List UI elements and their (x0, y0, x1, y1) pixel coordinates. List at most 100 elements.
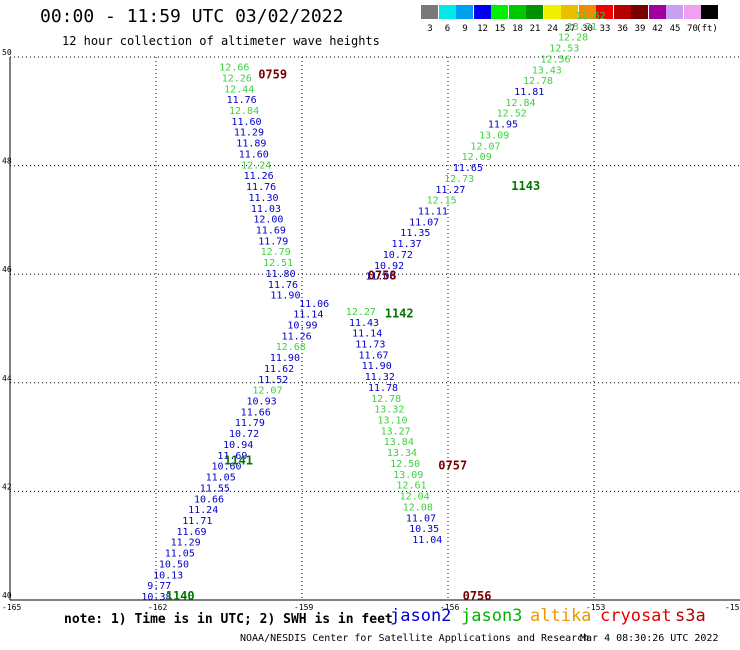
swh-value: 11.78 (368, 383, 398, 394)
lat-tick-label: 42 (2, 482, 12, 491)
legend-swatch (666, 5, 683, 19)
swh-value: 11.07 (406, 513, 436, 524)
legend-label: 9 (462, 24, 468, 34)
lat-tick-label: 40 (2, 591, 12, 600)
swh-value: 12.09 (462, 152, 492, 163)
legend-label: 12 (477, 24, 488, 34)
pass-time-label: 1143 (511, 179, 540, 193)
legend-label: 70 (687, 24, 698, 34)
swh-value: 11.27 (435, 185, 465, 196)
swh-value: 12.53 (549, 44, 579, 55)
swh-value: 11.66 (241, 407, 271, 418)
swh-value: 13.10 (377, 416, 407, 427)
swh-value: 11.76 (246, 182, 276, 193)
swh-value: 10.35 (409, 524, 439, 535)
swh-value: 11.07 (409, 217, 439, 228)
swh-value: 12.61 (396, 481, 426, 492)
swh-value: 12.28 (558, 33, 588, 44)
footer-note: note: 1) Time is in UTC; 2) SWH is in fe… (64, 612, 393, 627)
swh-value: 12.00 (253, 215, 283, 226)
pass-time-label: 0757 (438, 459, 467, 473)
lon-tick-label: -165 (2, 603, 21, 612)
satellite-jason2: jason2 (390, 606, 452, 626)
swh-value: 11.37 (392, 239, 422, 250)
legend-label: 21 (529, 24, 541, 34)
swh-value: 10.92 (374, 261, 404, 272)
pass-time-label: 0759 (258, 68, 287, 82)
swh-value: 11.69 (256, 225, 286, 236)
swh-value: 13.71 (567, 22, 597, 33)
swh-value: 11.69 (176, 527, 206, 538)
legend-swatch (421, 5, 438, 19)
swh-value: 13.09 (393, 470, 423, 481)
satellite-s3a: s3a (675, 606, 706, 626)
swh-value: 12.07 (252, 386, 282, 397)
swh-value: 11.73 (355, 340, 385, 351)
swh-value: 10.50 (159, 559, 189, 570)
swh-value: 10.13 (153, 570, 183, 581)
legend-swatch (613, 5, 631, 19)
swh-value: 13.34 (387, 448, 417, 459)
swh-value: 11.76 (227, 95, 257, 106)
swh-value: 11.06 (365, 272, 395, 283)
pass-time-label: 1142 (385, 307, 414, 321)
pass-time-label: 1141 (224, 453, 253, 467)
legend-swatch (508, 5, 526, 19)
swh-value: 12.08 (403, 502, 433, 513)
legend-label: 36 (617, 24, 628, 34)
swh-value: 12.78 (371, 394, 401, 405)
legend-label: 33 (599, 24, 611, 34)
swh-value: 11.81 (514, 87, 544, 98)
swh-value: 11.43 (349, 318, 379, 329)
swh-value: 11.76 (268, 280, 298, 291)
swh-value: 10.72 (229, 429, 259, 440)
legend-label: 30 (582, 24, 593, 34)
legend-label: 15 (494, 24, 506, 34)
swh-value: 12.50 (390, 459, 420, 470)
lat-tick-label: 44 (2, 374, 12, 383)
legend-swatch (438, 5, 456, 19)
legend-swatch (648, 5, 666, 19)
legend-swatch (701, 5, 718, 19)
swh-value: 11.89 (236, 139, 266, 150)
lat-tick-label: 50 (2, 48, 12, 57)
swh-value: 11.79 (235, 418, 265, 429)
legend-label: 42 (652, 24, 663, 34)
pass-time-label: 0756 (463, 589, 492, 603)
swh-value: 11.60 (231, 117, 261, 128)
swh-value: 11.55 (200, 483, 230, 494)
swh-value: 12.78 (523, 76, 553, 87)
legend-label: 45 (669, 24, 681, 34)
swh-value: 11.65 (453, 163, 483, 174)
legend-label: 3 (427, 24, 433, 34)
legend-swatch (526, 5, 543, 19)
swh-value: 11.29 (234, 128, 264, 139)
swh-value: 12.44 (224, 84, 254, 95)
swh-value: 12.52 (497, 109, 527, 120)
swh-value: 12.07 (470, 141, 500, 152)
swh-value: 11.06 (299, 299, 329, 310)
swh-value: 11.24 (188, 505, 218, 516)
lon-tick-label: -156 (440, 603, 459, 612)
swh-value: 13.27 (381, 426, 411, 437)
satellite-cryosat: cryosat (600, 606, 672, 626)
swh-value: 13.32 (374, 405, 404, 416)
generated-timestamp: Mar 4 08:30:26 UTC 2022 (580, 633, 719, 644)
swh-value: 10.72 (383, 250, 413, 261)
swh-value: 11.67 (358, 350, 388, 361)
swh-value: 11.95 (488, 120, 518, 131)
satellite-jason3: jason3 (461, 606, 523, 626)
swh-value: 11.90 (362, 361, 392, 372)
swh-value: 12.66 (219, 63, 249, 74)
swh-value: 11.26 (244, 171, 274, 182)
swh-value: 12.62 (576, 11, 606, 22)
swh-value: 12.79 (261, 247, 291, 258)
swh-value: 11.62 (264, 364, 294, 375)
legend-swatch (631, 5, 648, 19)
swh-value: 12.84 (505, 98, 535, 109)
swh-value: 10.60 (211, 462, 241, 473)
lon-tick-label: -150 (725, 603, 740, 612)
swh-value: 11.52 (258, 375, 288, 386)
satellite-altika: altika (530, 606, 592, 626)
legend-swatch (683, 5, 701, 19)
